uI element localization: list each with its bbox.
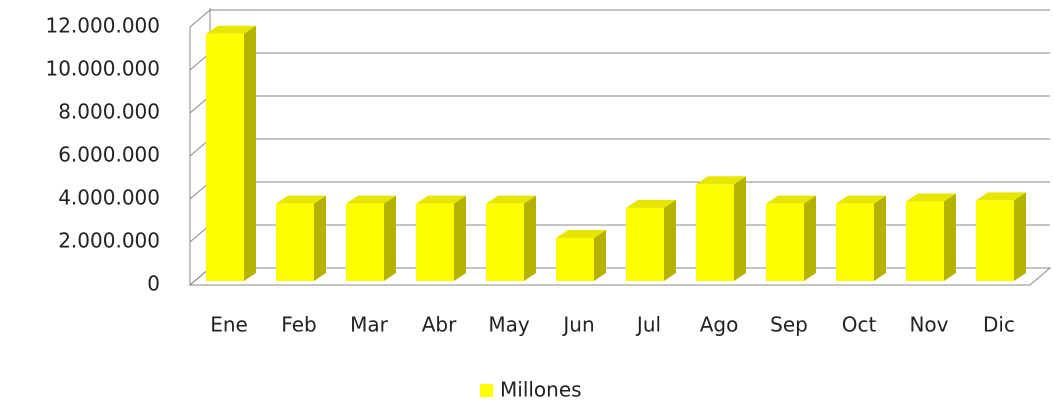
bar-side [314,195,326,281]
bar-top [906,193,956,202]
x-tick-label: Nov [909,313,948,337]
bar-top [696,176,746,185]
bar-side [1014,192,1026,281]
bar [346,203,384,281]
y-tick-label: 4.000.000 [58,186,160,210]
bar-top [486,195,536,204]
grid-line [189,9,1050,28]
x-tick-label: Abr [422,313,457,337]
bar-top [836,195,886,204]
bar [416,203,454,281]
x-tick-label: Dic [983,313,1015,337]
bar [486,203,524,281]
bar-top [416,195,466,204]
x-tick-label: May [488,313,530,337]
x-tick-label: Ago [700,313,739,337]
x-tick-label: Oct [842,313,877,337]
bar-side [944,193,956,281]
bar-side [454,195,466,281]
x-tick-label: Feb [281,313,316,337]
bar-side [244,25,256,281]
bar-side [524,195,536,281]
bar [906,201,944,281]
bar-side [664,199,676,281]
x-tick-label: Ene [210,313,248,337]
bar-side [594,230,606,281]
y-tick-label: 12.000.000 [45,14,160,38]
grid-line [189,52,1050,71]
legend-swatch [480,384,493,397]
bar-top [766,195,816,204]
x-tick-label: Jul [635,313,661,337]
y-tick-label: 2.000.000 [58,229,160,253]
bar-side [874,195,886,281]
bar-side [804,195,816,281]
bar-top [976,192,1026,201]
x-tick-label: Sep [770,313,808,337]
y-tick-label: 8.000.000 [58,100,160,124]
y-tick-label: 6.000.000 [58,143,160,167]
bar [556,238,594,281]
bar-side [734,176,746,281]
bar [976,200,1014,281]
y-tick-label: 10.000.000 [45,57,160,81]
x-tick-label: Jun [561,313,594,337]
bar-top [626,199,676,208]
grid-line [189,138,1050,157]
bar [836,203,874,281]
bar [276,203,314,281]
bar [206,33,244,281]
grid-line [189,95,1050,114]
bar [696,184,734,281]
legend-label: Millones [500,378,582,402]
x-tick-label: Mar [350,313,389,337]
bar-top [346,195,396,204]
bar-top [556,230,606,238]
bar-side [384,195,396,281]
bar-top [276,195,326,204]
bar [626,207,664,281]
bar-top [206,25,256,34]
y-tick-label: 0 [147,272,160,296]
bar [766,203,804,281]
